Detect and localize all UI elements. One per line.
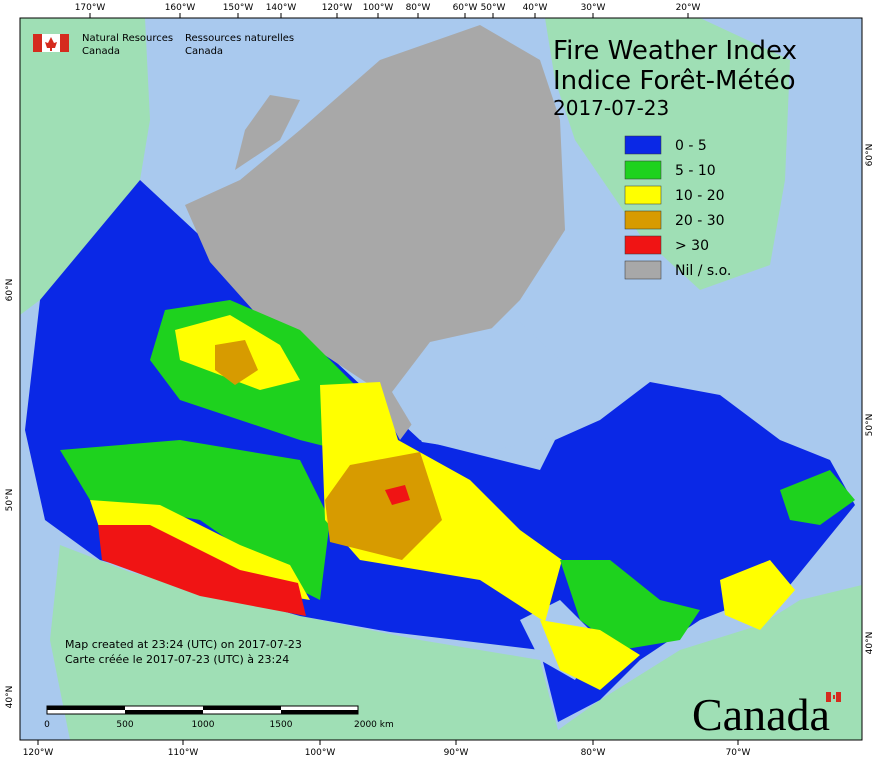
latitude-label: 50°N bbox=[5, 489, 15, 512]
latitude-label: 50°N bbox=[865, 414, 875, 437]
scale-seg bbox=[125, 710, 203, 714]
latitude-label: 40°N bbox=[5, 686, 15, 709]
fwi-green-east bbox=[560, 560, 700, 650]
agency-name: Natural Resources bbox=[82, 33, 173, 44]
fwi-green-labrador bbox=[780, 470, 855, 525]
map-area bbox=[19, 17, 863, 741]
title-fr: Indice Forêt-Météo bbox=[553, 66, 796, 96]
footer-note: Map created at 23:24 (UTC) on 2017-07-23 bbox=[65, 638, 302, 651]
legend: 0 - 5 5 - 10 10 - 20 20 - 30 > 30 Nil / s.o. bbox=[624, 135, 731, 280]
fwi-yellow-east bbox=[540, 620, 640, 690]
legend-label: 20 - 30 bbox=[675, 213, 725, 229]
footer-note: Carte créée le 2017-07-23 (UTC) à 23:24 bbox=[65, 653, 289, 666]
canada-wordmark: Canada bbox=[692, 689, 830, 740]
longitude-label: 30°W bbox=[581, 3, 606, 13]
fwi-orange-north bbox=[215, 340, 258, 385]
fwi-yellow-maritimes bbox=[720, 560, 795, 630]
date: 2017-07-23 bbox=[553, 96, 669, 120]
longitude-label: 120°W bbox=[23, 748, 54, 758]
fwi-orange-central bbox=[325, 452, 442, 560]
scale-label: 500 bbox=[116, 720, 133, 730]
legend-swatch bbox=[624, 185, 662, 205]
scale-label: 1500 bbox=[270, 720, 293, 730]
flag-leaf bbox=[45, 37, 57, 51]
scale-label: 2000 km bbox=[354, 720, 394, 730]
graticule: 170°W 160°W 150°W 140°W 120°W 100°W 80°W 60°W 50… bbox=[5, 3, 875, 758]
map-frame bbox=[19, 17, 863, 741]
legend-label: 5 - 10 bbox=[675, 163, 716, 179]
fwi-red-south bbox=[98, 525, 306, 616]
scale-label: 1000 bbox=[192, 720, 215, 730]
title: Fire Weather Index bbox=[553, 36, 797, 66]
longitude-label: 150°W bbox=[223, 3, 254, 13]
legend-swatch bbox=[624, 160, 662, 180]
longitude-label: 80°W bbox=[406, 3, 431, 13]
alaska bbox=[20, 18, 150, 315]
greenland bbox=[545, 18, 790, 290]
scale-seg bbox=[47, 706, 125, 710]
legend-label: 10 - 20 bbox=[675, 188, 725, 204]
longitude-label: 60°W bbox=[453, 3, 478, 13]
fwi-red-spot bbox=[385, 485, 410, 505]
legend-label: > 30 bbox=[675, 238, 709, 254]
wordmark-flag bbox=[833, 695, 835, 699]
latitude-label: 60°N bbox=[865, 144, 875, 167]
usa-land bbox=[50, 545, 862, 740]
scale-label: 0 bbox=[44, 720, 50, 730]
legend-swatch bbox=[624, 235, 662, 255]
longitude-label: 90°W bbox=[444, 748, 469, 758]
longitude-label: 50°W bbox=[481, 3, 506, 13]
arctic-island bbox=[235, 95, 300, 170]
longitude-label: 160°W bbox=[165, 3, 196, 13]
longitude-label: 120°W bbox=[322, 3, 353, 13]
longitude-label: 140°W bbox=[266, 3, 297, 13]
scale-seg bbox=[281, 710, 358, 714]
longitude-label: 100°W bbox=[305, 748, 336, 758]
wordmark-flag bbox=[836, 692, 841, 702]
agency-name: Canada bbox=[82, 46, 120, 57]
agency-name-fr: Ressources naturelles bbox=[185, 33, 294, 44]
longitude-label: 110°W bbox=[168, 748, 199, 758]
longitude-label: 20°W bbox=[676, 3, 701, 13]
legend-label: Nil / s.o. bbox=[675, 263, 731, 279]
agency-name-fr: Canada bbox=[185, 46, 223, 57]
agency-logo: Natural Resources Canada Ressources natu… bbox=[33, 33, 294, 57]
latitude-label: 60°N bbox=[5, 279, 15, 302]
wordmark-flag bbox=[826, 692, 831, 702]
wordmark: Canada bbox=[692, 689, 841, 740]
hudson-bay bbox=[392, 322, 562, 452]
flag-right bbox=[60, 34, 69, 52]
legend-label: 0 - 5 bbox=[675, 138, 707, 154]
longitude-label: 70°W bbox=[726, 748, 751, 758]
fwi-yellow-central bbox=[320, 382, 562, 622]
longitude-label: 80°W bbox=[581, 748, 606, 758]
flag-left bbox=[33, 34, 42, 52]
latitude-label: 40°N bbox=[865, 632, 875, 655]
legend-swatch bbox=[624, 135, 662, 155]
longitude-label: 170°W bbox=[75, 3, 106, 13]
longitude-label: 40°W bbox=[523, 3, 548, 13]
legend-swatch bbox=[624, 210, 662, 230]
scale-seg bbox=[203, 706, 281, 710]
scale-bar: 0 500 1000 1500 2000 km bbox=[44, 705, 394, 730]
longitude-label: 100°W bbox=[363, 3, 394, 13]
legend-swatch bbox=[624, 260, 662, 280]
